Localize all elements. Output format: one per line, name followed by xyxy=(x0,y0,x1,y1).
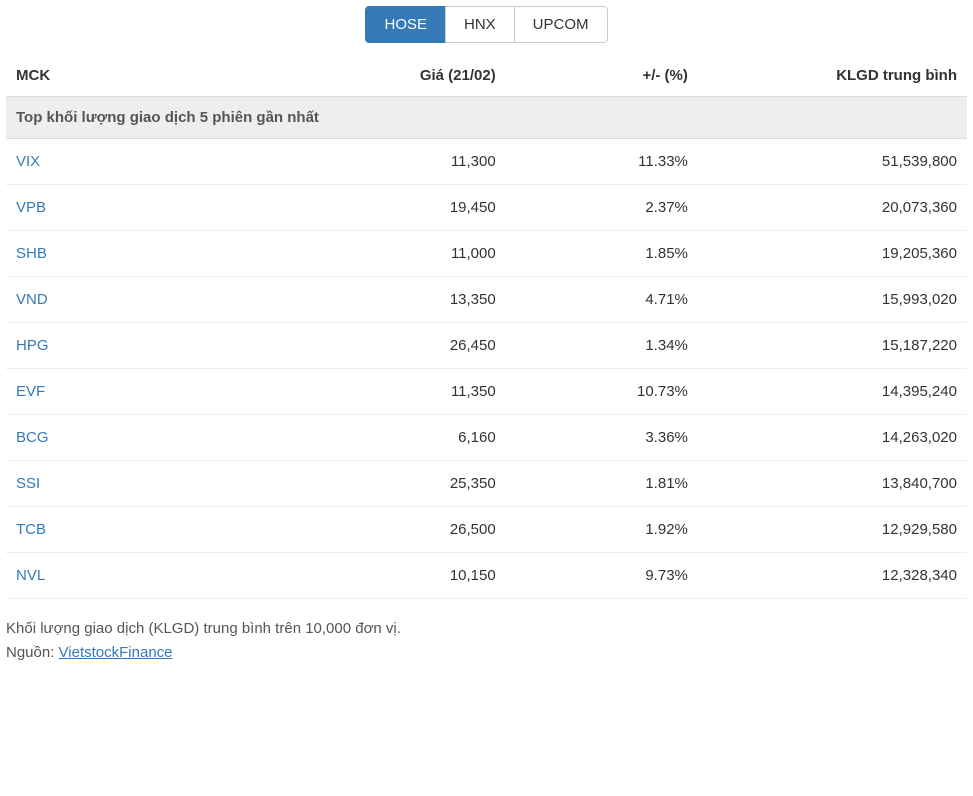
cell-price: 25,350 xyxy=(275,461,506,507)
ticker-link[interactable]: VIX xyxy=(16,153,40,170)
table-row: HPG 26,4501.34%15,187,220 xyxy=(6,323,967,369)
cell-change: 1.34% xyxy=(506,323,698,369)
ticker-link[interactable]: VND xyxy=(16,291,48,308)
footer-source: Nguồn: VietstockFinance xyxy=(6,641,967,665)
cell-change: 2.37% xyxy=(506,185,698,231)
table-row: SHB 11,0001.85%19,205,360 xyxy=(6,231,967,277)
col-header-price: Giá (21/02) xyxy=(275,55,506,97)
cell-volume: 15,187,220 xyxy=(698,323,967,369)
cell-price: 13,350 xyxy=(275,277,506,323)
cell-change: 10.73% xyxy=(506,369,698,415)
stock-table: MCK Giá (21/02) +/- (%) KLGD trung bình … xyxy=(6,55,967,599)
ticker-link[interactable]: SSI xyxy=(16,475,40,492)
cell-volume: 20,073,360 xyxy=(698,185,967,231)
cell-volume: 13,840,700 xyxy=(698,461,967,507)
tab-upcom[interactable]: UPCOM xyxy=(514,6,608,43)
table-row: BCG 6,1603.36%14,263,020 xyxy=(6,415,967,461)
cell-ticker: SSI xyxy=(6,461,275,507)
cell-ticker: SHB xyxy=(6,231,275,277)
cell-price: 11,000 xyxy=(275,231,506,277)
cell-price: 26,500 xyxy=(275,507,506,553)
cell-price: 26,450 xyxy=(275,323,506,369)
table-row: VPB 19,4502.37%20,073,360 xyxy=(6,185,967,231)
table-header-row: MCK Giá (21/02) +/- (%) KLGD trung bình xyxy=(6,55,967,97)
tab-hnx[interactable]: HNX xyxy=(445,6,515,43)
table-row: VIX 11,30011.33%51,539,800 xyxy=(6,139,967,185)
ticker-link[interactable]: EVF xyxy=(16,383,45,400)
tab-group: HOSEHNXUPCOM xyxy=(365,6,607,43)
cell-ticker: NVL xyxy=(6,553,275,599)
ticker-link[interactable]: VPB xyxy=(16,199,46,216)
cell-ticker: VND xyxy=(6,277,275,323)
cell-price: 11,350 xyxy=(275,369,506,415)
cell-volume: 51,539,800 xyxy=(698,139,967,185)
cell-volume: 14,263,020 xyxy=(698,415,967,461)
cell-price: 6,160 xyxy=(275,415,506,461)
exchange-tabs: HOSEHNXUPCOM xyxy=(6,6,967,43)
cell-volume: 15,993,020 xyxy=(698,277,967,323)
cell-ticker: HPG xyxy=(6,323,275,369)
cell-change: 11.33% xyxy=(506,139,698,185)
cell-change: 1.92% xyxy=(506,507,698,553)
ticker-link[interactable]: BCG xyxy=(16,429,49,446)
section-header-row: Top khối lượng giao dịch 5 phiên gần nhấ… xyxy=(6,97,967,139)
cell-change: 1.81% xyxy=(506,461,698,507)
col-header-change: +/- (%) xyxy=(506,55,698,97)
cell-price: 11,300 xyxy=(275,139,506,185)
cell-ticker: BCG xyxy=(6,415,275,461)
col-header-volume: KLGD trung bình xyxy=(698,55,967,97)
table-row: TCB 26,5001.92%12,929,580 xyxy=(6,507,967,553)
cell-change: 3.36% xyxy=(506,415,698,461)
table-row: SSI 25,3501.81%13,840,700 xyxy=(6,461,967,507)
cell-price: 10,150 xyxy=(275,553,506,599)
cell-change: 1.85% xyxy=(506,231,698,277)
cell-ticker: EVF xyxy=(6,369,275,415)
footer-note: Khối lượng giao dịch (KLGD) trung bình t… xyxy=(6,617,967,641)
footer-source-link[interactable]: VietstockFinance xyxy=(59,644,173,661)
cell-volume: 12,929,580 xyxy=(698,507,967,553)
cell-price: 19,450 xyxy=(275,185,506,231)
cell-ticker: VPB xyxy=(6,185,275,231)
tab-hose[interactable]: HOSE xyxy=(365,6,446,43)
cell-volume: 12,328,340 xyxy=(698,553,967,599)
table-footer: Khối lượng giao dịch (KLGD) trung bình t… xyxy=(6,617,967,665)
section-title: Top khối lượng giao dịch 5 phiên gần nhấ… xyxy=(6,97,967,139)
cell-change: 4.71% xyxy=(506,277,698,323)
table-row: EVF 11,35010.73%14,395,240 xyxy=(6,369,967,415)
ticker-link[interactable]: NVL xyxy=(16,567,45,584)
ticker-link[interactable]: SHB xyxy=(16,245,47,262)
cell-change: 9.73% xyxy=(506,553,698,599)
cell-ticker: TCB xyxy=(6,507,275,553)
cell-ticker: VIX xyxy=(6,139,275,185)
table-row: NVL 10,1509.73%12,328,340 xyxy=(6,553,967,599)
ticker-link[interactable]: HPG xyxy=(16,337,49,354)
cell-volume: 19,205,360 xyxy=(698,231,967,277)
footer-source-label: Nguồn: xyxy=(6,644,59,661)
ticker-link[interactable]: TCB xyxy=(16,521,46,538)
table-row: VND 13,3504.71%15,993,020 xyxy=(6,277,967,323)
cell-volume: 14,395,240 xyxy=(698,369,967,415)
col-header-mck: MCK xyxy=(6,55,275,97)
